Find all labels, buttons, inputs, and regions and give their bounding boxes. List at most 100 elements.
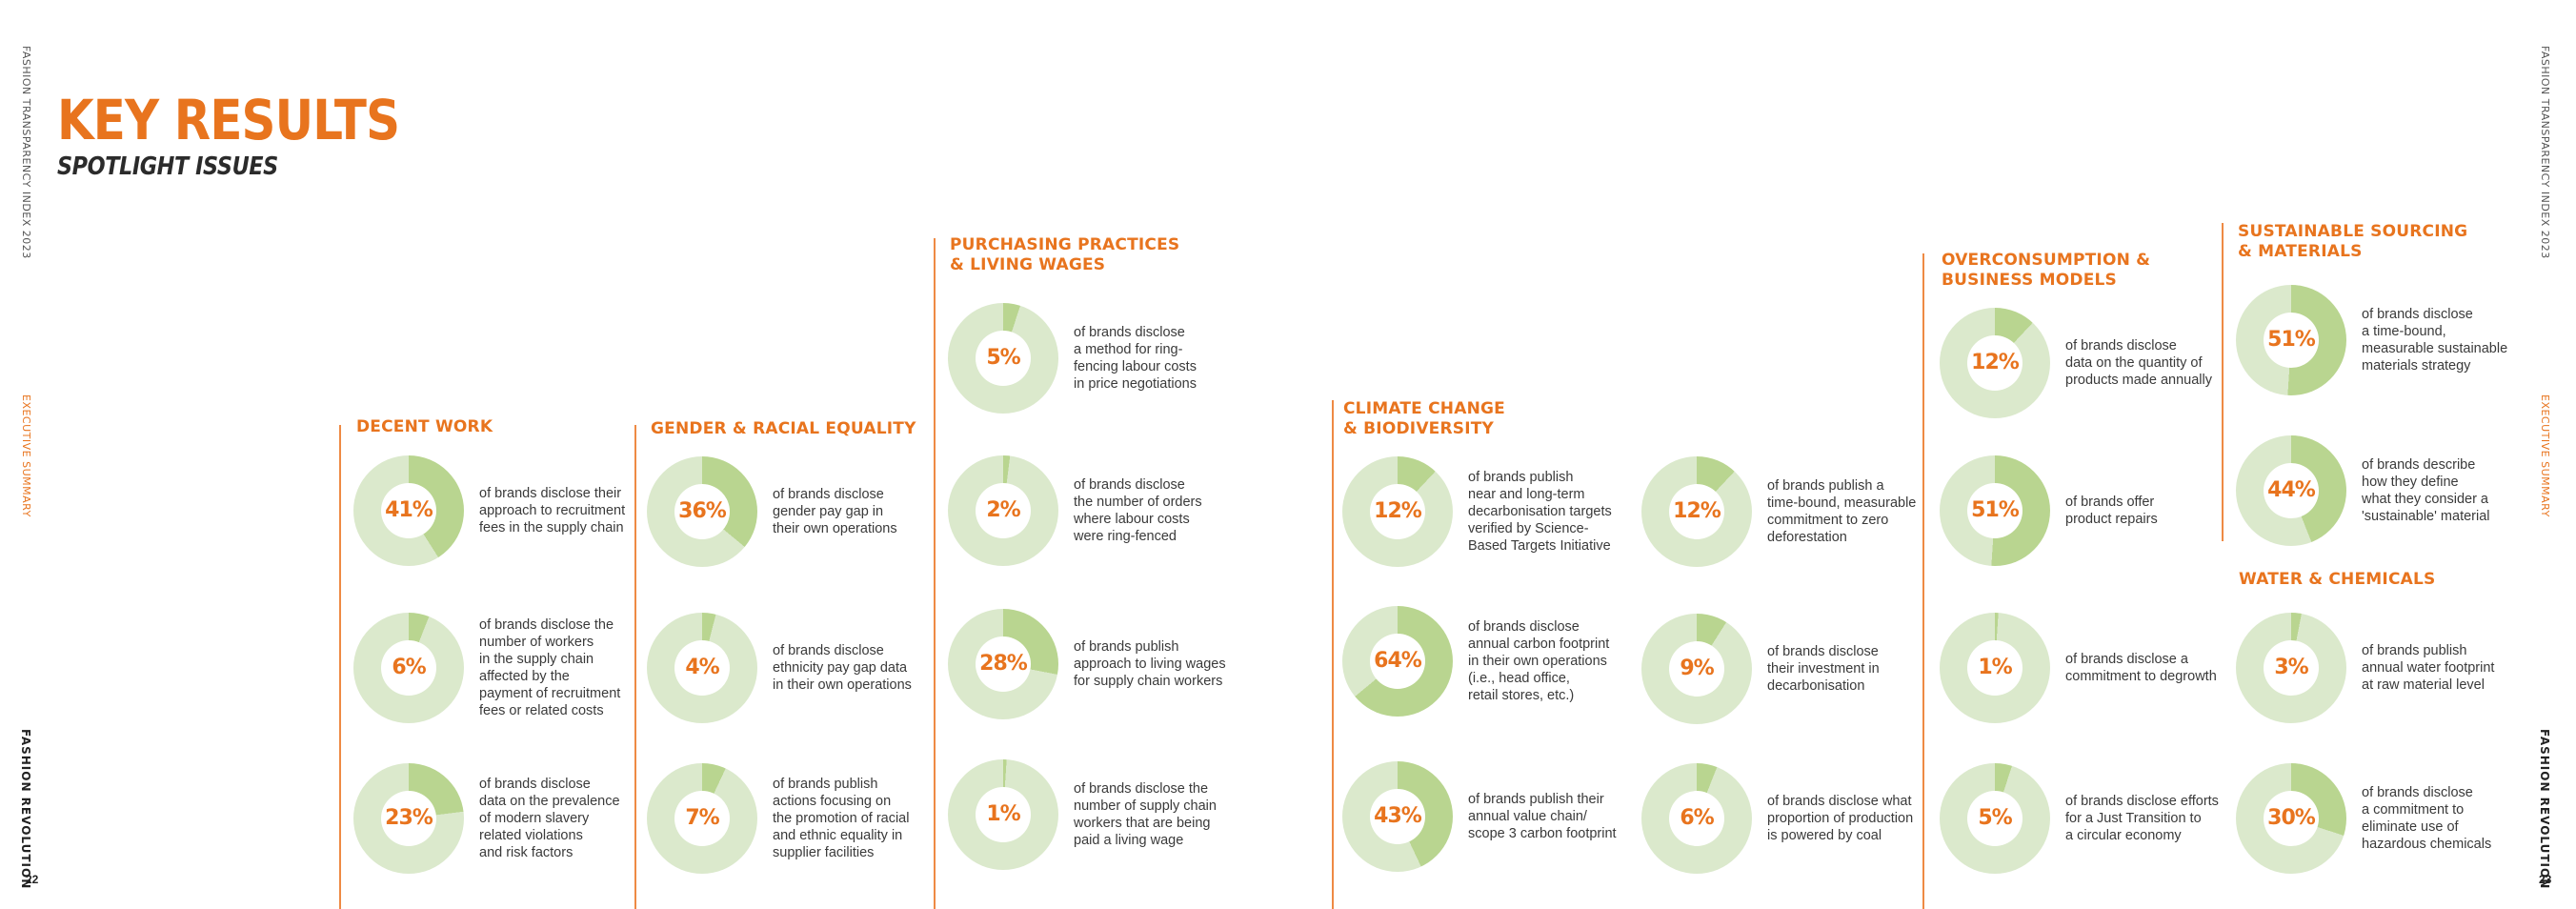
report-title-right: FASHION TRANSPARENCY INDEX 2023 [2539,46,2551,259]
stat-item: 4% of brands disclose ethnicity pay gap … [647,613,933,723]
stat-item: 2% of brands disclose the number of orde… [948,455,1234,566]
report-title-left: FASHION TRANSPARENCY INDEX 2023 [20,46,32,259]
percentage-label: 2% [986,498,1020,522]
stat-description: of brands disclose data on the prevalenc… [479,777,620,860]
donut-chart: 43% [1342,761,1453,872]
percentage-label: 9% [1680,656,1714,680]
stat-description: of brands publish their annual value cha… [1468,792,1617,841]
percentage-label: 6% [1680,806,1714,830]
stat-description: of brands disclose the number of workers… [479,617,621,718]
donut-chart: 64% [1342,606,1453,717]
stat-description: of brands publish a time-bound, measurab… [1767,478,1917,545]
stat-item: 6% of brands disclose what proportion of… [1641,763,1927,874]
percentage-label: 12% [1673,499,1721,523]
donut-chart: 9% [1641,614,1752,724]
column-title-climate: CLIMATE CHANGE & BIODIVERSITY [1343,399,1505,438]
column-divider-gender [634,425,636,909]
donut-chart: 12% [1940,308,2050,418]
donut-chart: 12% [1641,456,1752,567]
donut-chart: 51% [1940,455,2050,566]
stat-item: 12% of brands publish near and long-term… [1342,456,1628,567]
percentage-label: 12% [1374,499,1422,523]
percentage-label: 12% [1971,351,2020,374]
percentage-label: 43% [1374,804,1422,828]
stat-description: of brands disclose a commitment to elimi… [2362,785,2492,852]
donut-chart: 1% [948,759,1058,870]
brand-label-left: FASHION REVOLUTION [19,729,32,890]
donut-chart: 36% [647,456,757,567]
page-number-right: 23 [2539,873,2552,886]
donut-chart: 44% [2236,435,2346,546]
column-title-overconsumption: OVERCONSUMPTION & BUSINESS MODELS [1942,251,2151,290]
stat-item: 41% of brands disclose their approach to… [353,455,639,566]
stat-description: of brands describe how they define what … [2362,457,2490,524]
percentage-label: 28% [979,652,1028,676]
donut-chart: 1% [1940,613,2050,723]
column-title-water: WATER & CHEMICALS [2239,570,2436,589]
stat-description: of brands offer product repairs [2065,495,2158,527]
donut-chart: 2% [948,455,1058,566]
column-divider-overconsumption [1922,253,1924,909]
stat-item: 9% of brands disclose their investment i… [1641,614,1927,724]
stat-item: 51% of brands disclose a time-bound, mea… [2236,285,2522,395]
stat-description: of brands disclose what proportion of pr… [1767,794,1914,843]
column-divider-decent-work [339,425,341,909]
percentage-label: 1% [1978,656,2012,679]
stat-item: 6% of brands disclose the number of work… [353,613,639,723]
stat-description: of brands disclose a time-bound, measura… [2362,307,2508,374]
donut-chart: 23% [353,763,464,874]
stat-item: 1% of brands disclose the number of supp… [948,759,1234,870]
percentage-label: 7% [685,806,719,830]
percentage-label: 1% [986,802,1020,826]
percentage-label: 23% [385,806,433,830]
column-divider-sourcing [2222,223,2224,541]
percentage-label: 3% [2274,656,2308,679]
page-number-left: 22 [26,873,39,886]
percentage-label: 4% [685,656,719,679]
donut-chart: 5% [1940,763,2050,874]
stat-item: 1% of brands disclose a commitment to de… [1940,613,2225,723]
column-title-decent-work: DECENT WORK [356,417,493,436]
stat-description: of brands disclose the number of orders … [1074,477,1202,544]
donut-chart: 4% [647,613,757,723]
stat-description: of brands disclose their investment in d… [1767,644,1880,694]
stat-description: of brands disclose efforts for a Just Tr… [2065,794,2219,843]
donut-chart: 28% [948,609,1058,719]
percentage-label: 36% [678,499,727,523]
percentage-label: 6% [392,656,426,679]
donut-chart: 41% [353,455,464,566]
stat-description: of brands publish annual water footprint… [2362,643,2495,693]
stat-item: 5% of brands disclose a method for ring-… [948,303,1234,414]
page-subtitle: SPOTLIGHT ISSUES [57,152,278,181]
stat-description: of brands disclose their approach to rec… [479,486,626,535]
percentage-label: 30% [2267,806,2316,830]
stat-description: of brands disclose data on the quantity … [2065,338,2212,388]
stat-item: 44% of brands describe how they define w… [2236,435,2522,546]
stat-item: 28% of brands publish approach to living… [948,609,1234,719]
stat-description: of brands disclose gender pay gap in the… [773,487,897,536]
column-title-sourcing: SUSTAINABLE SOURCING & MATERIALS [2238,222,2468,261]
stat-item: 12% of brands disclose data on the quant… [1940,308,2225,418]
donut-chart: 7% [647,763,757,874]
percentage-label: 51% [1971,498,2020,522]
stat-description: of brands disclose annual carbon footpri… [1468,619,1610,703]
percentage-label: 44% [2267,478,2316,502]
donut-chart: 12% [1342,456,1453,567]
stat-description: of brands disclose the number of supply … [1074,781,1217,848]
column-title-purchasing: PURCHASING PRACTICES & LIVING WAGES [950,235,1180,274]
donut-chart: 51% [2236,285,2346,395]
donut-chart: 3% [2236,613,2346,723]
column-divider-climate [1332,400,1334,909]
donut-chart: 6% [353,613,464,723]
section-label-left: EXECUTIVE SUMMARY [20,394,32,517]
stat-item: 12% of brands publish a time-bound, meas… [1641,456,1927,567]
donut-chart: 30% [2236,763,2346,874]
percentage-label: 51% [2267,328,2316,352]
percentage-label: 41% [385,498,433,522]
column-title-gender: GENDER & RACIAL EQUALITY [651,419,916,438]
column-divider-purchasing [934,238,936,909]
stat-item: 30% of brands disclose a commitment to e… [2236,763,2522,874]
stat-item: 51% of brands offer product repairs [1940,455,2225,566]
stat-item: 64% of brands disclose annual carbon foo… [1342,606,1628,717]
stat-item: 3% of brands publish annual water footpr… [2236,613,2522,723]
